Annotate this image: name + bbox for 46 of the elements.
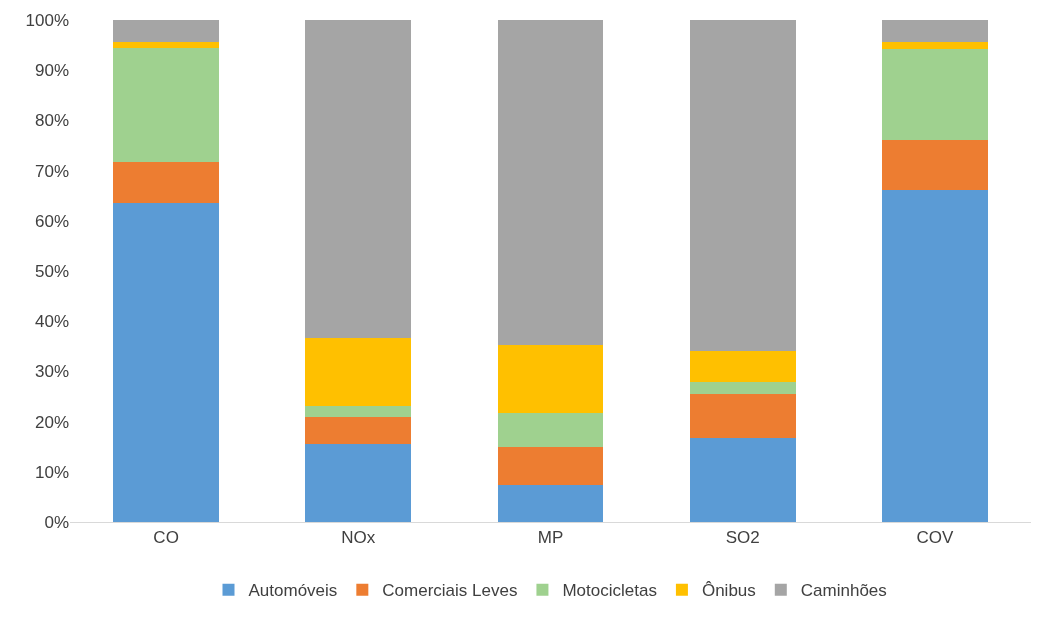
bar	[689, 393, 796, 439]
legend-label: Comerciais Leves	[382, 581, 518, 601]
bar	[113, 41, 219, 48]
y-tick-label: 0%	[44, 512, 69, 532]
legend-label: Ônibus	[701, 581, 756, 601]
legend-label: Motocicletas	[562, 581, 657, 601]
bar	[113, 162, 219, 204]
y-tick-label: 40%	[34, 312, 69, 332]
bar	[882, 20, 988, 42]
bar	[689, 20, 796, 352]
bar	[497, 345, 604, 413]
legend-label: Caminhões	[800, 581, 887, 601]
bar	[305, 20, 412, 338]
bar	[305, 337, 412, 406]
bar	[305, 444, 412, 522]
y-tick-label: 10%	[34, 462, 69, 482]
bar	[497, 20, 604, 346]
bar	[305, 405, 412, 417]
bar	[882, 140, 988, 190]
bar	[689, 351, 796, 382]
y-tick-label: 100%	[25, 10, 69, 30]
x-tick-label: MP	[537, 528, 564, 548]
y-tick-label: 60%	[34, 211, 69, 231]
bar	[113, 203, 219, 522]
legend-label: Automóveis	[248, 581, 338, 601]
y-tick-label: 50%	[34, 261, 69, 281]
y-tick-label: 80%	[34, 111, 69, 131]
y-tick-label: 70%	[34, 161, 69, 181]
y-tick-label: 90%	[34, 61, 69, 81]
bar	[113, 47, 219, 163]
bar	[305, 416, 412, 445]
bar	[882, 48, 988, 141]
bar	[882, 189, 988, 522]
x-tick-label: CO	[153, 528, 179, 548]
bar	[497, 447, 604, 486]
x-tick-label: COV	[916, 528, 954, 548]
bar	[497, 412, 604, 448]
bar	[689, 381, 796, 394]
bar	[113, 20, 219, 42]
y-tick-label: 30%	[34, 362, 69, 382]
bar	[882, 41, 988, 49]
bar	[497, 485, 604, 522]
x-tick-label: SO2	[725, 528, 760, 548]
y-tick-label: 20%	[34, 412, 69, 432]
bar	[689, 438, 796, 522]
x-tick-label: NOx	[341, 528, 376, 548]
